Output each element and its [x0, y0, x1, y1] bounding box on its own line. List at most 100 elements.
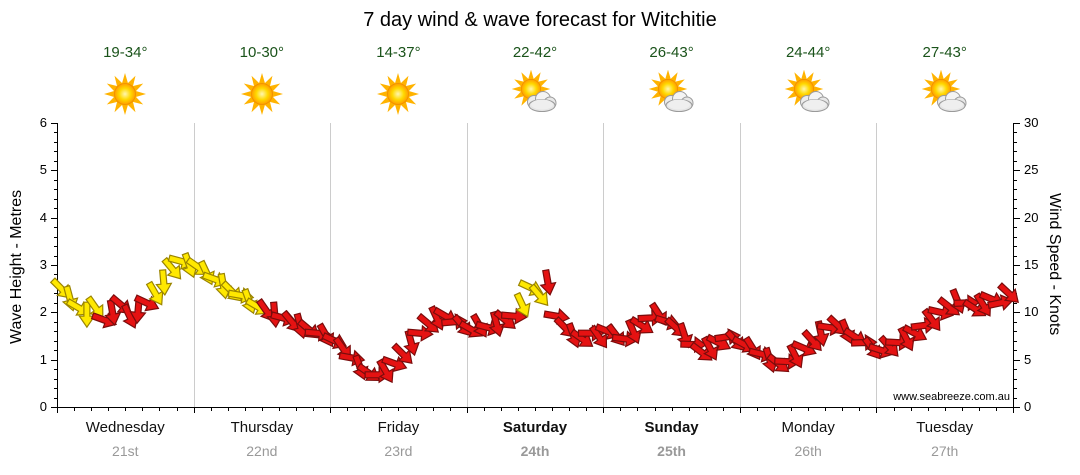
wind-arrow — [949, 287, 967, 315]
bottom-axis-tick — [74, 408, 76, 411]
wind-arrow — [381, 355, 408, 373]
bottom-axis-tick — [774, 408, 775, 411]
right-axis-tick — [1014, 369, 1017, 371]
left-axis-tick — [51, 312, 57, 314]
left-axis-tick-label: 1 — [39, 351, 47, 367]
left-axis-tick-label: 4 — [39, 209, 47, 225]
wind-arrow — [528, 283, 549, 307]
wind-arrow — [705, 333, 732, 351]
wind-arrow — [850, 333, 878, 352]
right-axis-tick — [1014, 179, 1017, 181]
bottom-axis-tick — [466, 408, 468, 413]
right-axis-tick — [1014, 407, 1020, 408]
bottom-axis-tick — [961, 408, 963, 411]
wind-arrow — [714, 328, 742, 346]
bottom-axis-tick — [944, 408, 946, 411]
wind-arrow — [878, 334, 899, 357]
right-axis-tick — [1014, 189, 1017, 191]
wind-arrow — [432, 306, 458, 325]
wind-arrow — [936, 296, 961, 316]
bottom-axis-tick — [364, 408, 366, 411]
bottom-axis-tick — [791, 408, 793, 411]
wind-arrow — [801, 328, 822, 352]
wind-arrow — [181, 251, 198, 279]
left-axis-tick — [54, 369, 57, 371]
left-axis-tick-label: 0 — [39, 399, 47, 414]
left-axis-tick — [54, 246, 57, 248]
right-axis-tick — [1014, 132, 1017, 134]
right-axis-tick-label: 20 — [1024, 209, 1039, 225]
wind-arrow — [569, 328, 594, 347]
wind-arrow — [451, 313, 472, 337]
wind-arrow — [488, 310, 506, 338]
bottom-axis-tick — [825, 408, 827, 411]
bottom-axis-tick — [1013, 408, 1014, 413]
wind-arrow — [605, 322, 625, 347]
wind-arrow — [104, 299, 122, 327]
bottom-axis-tick — [859, 408, 861, 411]
wind-arrow — [121, 303, 139, 329]
right-axis-tick — [1014, 388, 1017, 390]
left-axis-tick-label: 2 — [39, 304, 47, 320]
right-axis-tick — [1014, 141, 1017, 143]
bottom-axis-tick — [688, 408, 690, 411]
left-axis-tick — [54, 302, 57, 304]
day-temp: 19-34° — [103, 44, 148, 61]
bottom-axis-tick — [893, 408, 895, 411]
sunny-icon — [238, 70, 286, 118]
right-axis-tick — [1014, 312, 1020, 314]
wind-arrow — [227, 287, 255, 305]
day-name: Friday — [377, 419, 420, 436]
bottom-axis-tick — [722, 408, 724, 411]
bottom-axis-tick — [57, 408, 58, 413]
right-axis-tick — [1014, 246, 1017, 248]
cloud-glyph — [936, 91, 967, 112]
bottom-axis-tick — [569, 408, 571, 411]
left-axis-tick — [54, 378, 57, 380]
wind-arrow — [292, 312, 310, 340]
day-name: Wednesday — [85, 419, 165, 436]
wind-arrow — [356, 362, 381, 381]
day-gridline — [466, 123, 468, 407]
right-axis-tick — [1014, 340, 1017, 342]
sun-glyph — [921, 69, 961, 109]
day-temp: 27-43° — [922, 44, 967, 61]
wind-arrow — [838, 318, 856, 345]
wind-arrow — [316, 322, 335, 348]
wind-arrow — [648, 301, 667, 326]
left-axis-tick-label: 5 — [39, 162, 47, 178]
bottom-axis-tick — [261, 408, 263, 411]
wind-arrow — [861, 336, 881, 360]
left-axis-tick — [51, 265, 57, 266]
right-axis-tick — [1014, 283, 1017, 285]
left-axis-tick — [54, 132, 57, 134]
bottom-axis-tick — [159, 408, 161, 411]
bottom-axis-tick — [586, 408, 588, 411]
day-temp: 10-30° — [239, 44, 285, 61]
wind-arrow — [197, 259, 215, 286]
wind-arrow — [565, 322, 582, 349]
chart-title: 7 day wind & wave forecast for Witchitie — [363, 9, 717, 31]
bottom-axis-tick — [313, 408, 315, 411]
sunny-icon — [374, 70, 422, 118]
day-date: 25th — [657, 443, 686, 459]
right-axis-tick-label: 30 — [1024, 115, 1039, 130]
wind-arrow — [624, 318, 642, 345]
day-name: Monday — [781, 419, 835, 436]
bottom-axis-tick — [603, 408, 605, 413]
left-axis-tick — [54, 179, 57, 181]
day-temp: 24-44° — [785, 44, 831, 61]
wind-arrow — [897, 325, 915, 352]
sun-glyph — [240, 73, 283, 115]
wind-arrow — [364, 366, 392, 384]
bottom-axis-tick — [654, 408, 656, 411]
right-axis-tick — [1014, 302, 1017, 304]
wind-arrow — [543, 307, 571, 325]
left-axis-tick — [54, 189, 57, 191]
wind-arrow — [539, 268, 557, 296]
left-axis-tick — [54, 321, 57, 323]
sunny-icon — [101, 70, 149, 118]
left-axis-tick — [54, 283, 57, 285]
wind-arrow — [901, 324, 928, 342]
wind-arrow — [953, 294, 981, 312]
